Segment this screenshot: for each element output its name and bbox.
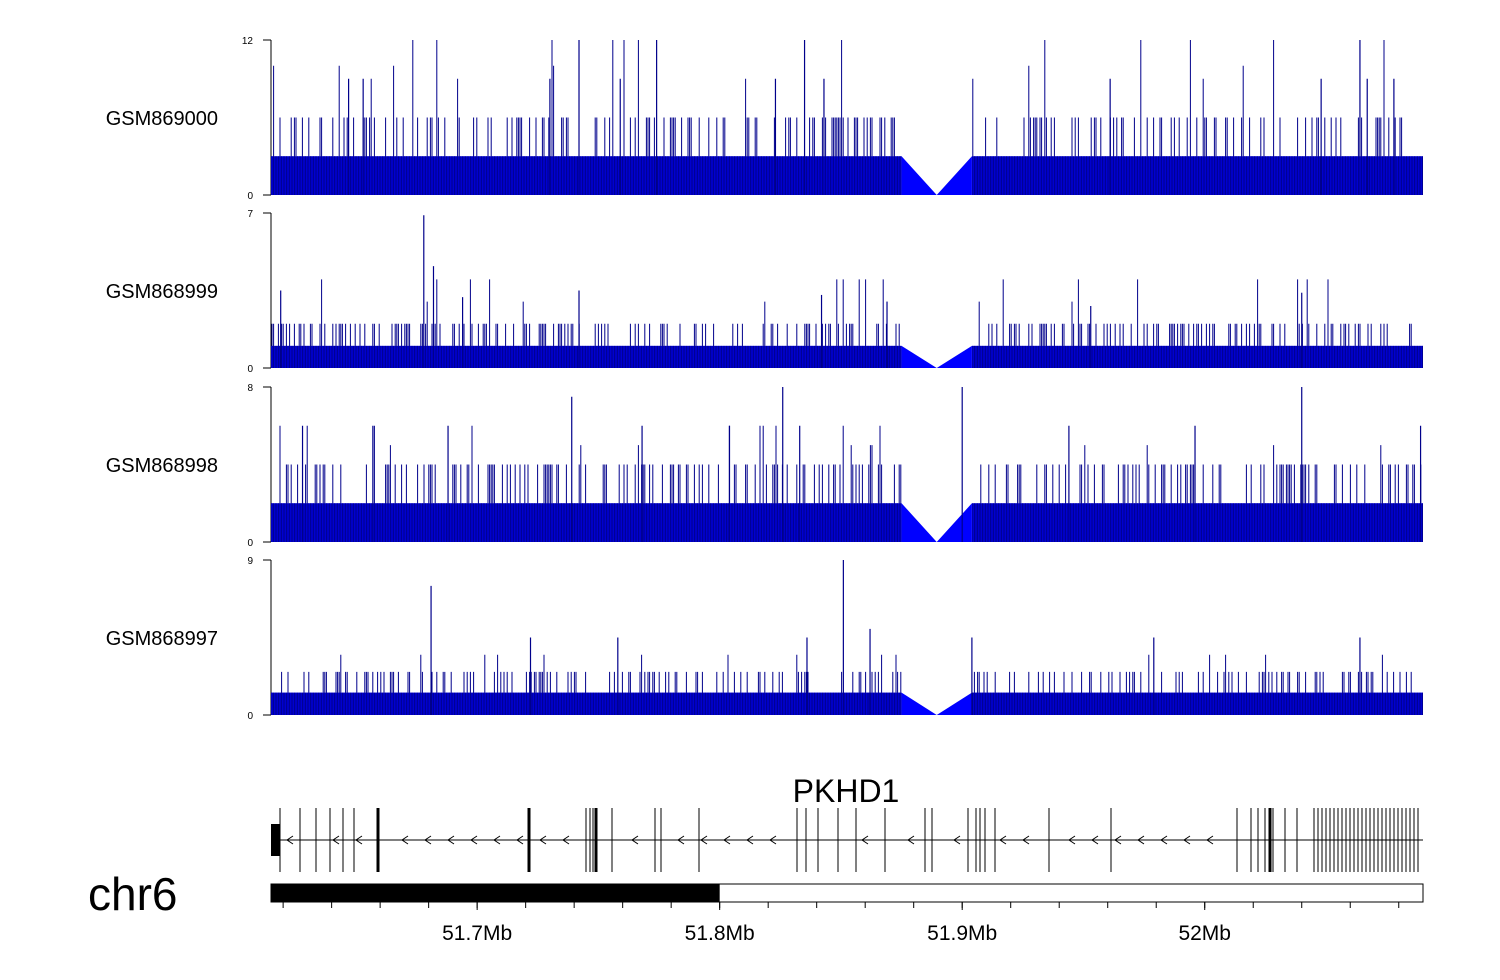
x-tick-label: 52Mb: [1178, 922, 1231, 945]
coverage-gap-left: [901, 156, 937, 195]
strand-arrow: [332, 835, 340, 845]
strand-arrow: [861, 835, 869, 845]
genomic-x-axis: 51.7Mb 51.8Mb 51.9Mb 52Mb: [282, 902, 1400, 945]
strand-arrow: [1068, 835, 1076, 845]
track-label: GSM868999: [106, 281, 218, 303]
strand-arrow: [516, 835, 524, 845]
strand-arrow: [907, 835, 915, 845]
gene-annotation: PKHD1: [271, 773, 1423, 872]
strand-arrow: [470, 835, 478, 845]
ideogram-band: [271, 884, 720, 902]
y-tick-label-min: 0: [247, 711, 253, 722]
track-label: GSM869000: [106, 108, 218, 130]
strand-arrow: [424, 835, 432, 845]
coverage-signal-lines: [271, 654, 1423, 715]
strand-arrow: [769, 835, 777, 845]
coverage-gap-right: [936, 692, 972, 715]
chromosome-label: chr6: [88, 868, 177, 920]
x-tick-label: 51.7Mb: [442, 922, 512, 945]
track-GSM869000: GSM869000 12 0: [106, 36, 1423, 202]
coverage-base-fill: [971, 503, 1423, 542]
coverage-gap-right: [936, 503, 972, 542]
coverage-gap-left: [901, 692, 937, 715]
strand-arrow: [723, 835, 731, 845]
strand-arrow: [631, 835, 639, 845]
gene-name-label: PKHD1: [793, 773, 900, 809]
strand-arrow: [1114, 835, 1122, 845]
strand-arrow: [447, 835, 455, 845]
gene-utr-exon: [271, 824, 280, 856]
strand-arrow: [355, 835, 363, 845]
coverage-gap-right: [936, 156, 972, 195]
coverage-signal-lines: [271, 40, 1423, 195]
x-tick-label: 51.9Mb: [927, 922, 997, 945]
y-tick-label-min: 0: [247, 364, 253, 375]
y-tick-label-max: 12: [242, 36, 254, 47]
strand-arrow: [1091, 835, 1099, 845]
track-GSM868997: GSM868997 9 0: [106, 556, 1423, 722]
strand-arrow: [493, 835, 501, 845]
track-GSM868999: GSM868999 7 0: [106, 209, 1423, 375]
strand-arrow: [286, 835, 294, 845]
coverage-signal-lines: [271, 425, 1423, 542]
strand-arrow: [999, 835, 1007, 845]
strand-arrow: [539, 835, 547, 845]
coverage-gap-right: [936, 345, 972, 368]
coverage-base-fill: [271, 503, 902, 542]
y-tick-label-max: 9: [247, 556, 253, 567]
strand-arrow: [700, 835, 708, 845]
coverage-signal-lines: [271, 279, 1423, 368]
strand-arrow: [1183, 835, 1191, 845]
y-tick-label-max: 7: [247, 209, 253, 220]
coverage-tracks: GSM869000120GSM86899970GSM86899880GSM868…: [106, 36, 1423, 722]
strand-arrow: [1160, 835, 1168, 845]
strand-arrow: [746, 835, 754, 845]
strand-arrow: [1206, 835, 1214, 845]
strand-arrow: [677, 835, 685, 845]
x-tick-label: 51.8Mb: [685, 922, 755, 945]
chromosome-ideogram: chr6: [88, 868, 1424, 920]
track-label: GSM868998: [106, 455, 218, 477]
y-tick-label-min: 0: [247, 538, 253, 549]
coverage-gap-left: [901, 503, 937, 542]
coverage-base-fill: [971, 156, 1423, 195]
strand-arrow: [1022, 835, 1030, 845]
y-tick-label-max: 8: [247, 383, 253, 394]
strand-arrow: [562, 835, 570, 845]
strand-arrow: [401, 835, 409, 845]
coverage-base-fill: [271, 156, 902, 195]
coverage-gap-left: [901, 345, 937, 368]
strand-arrow: [1137, 835, 1145, 845]
strand-arrow: [953, 835, 961, 845]
coverage-base-fill: [271, 345, 902, 368]
y-tick-label-min: 0: [247, 191, 253, 202]
track-GSM868998: GSM868998 8 0: [106, 383, 1423, 549]
track-label: GSM868997: [106, 628, 218, 650]
